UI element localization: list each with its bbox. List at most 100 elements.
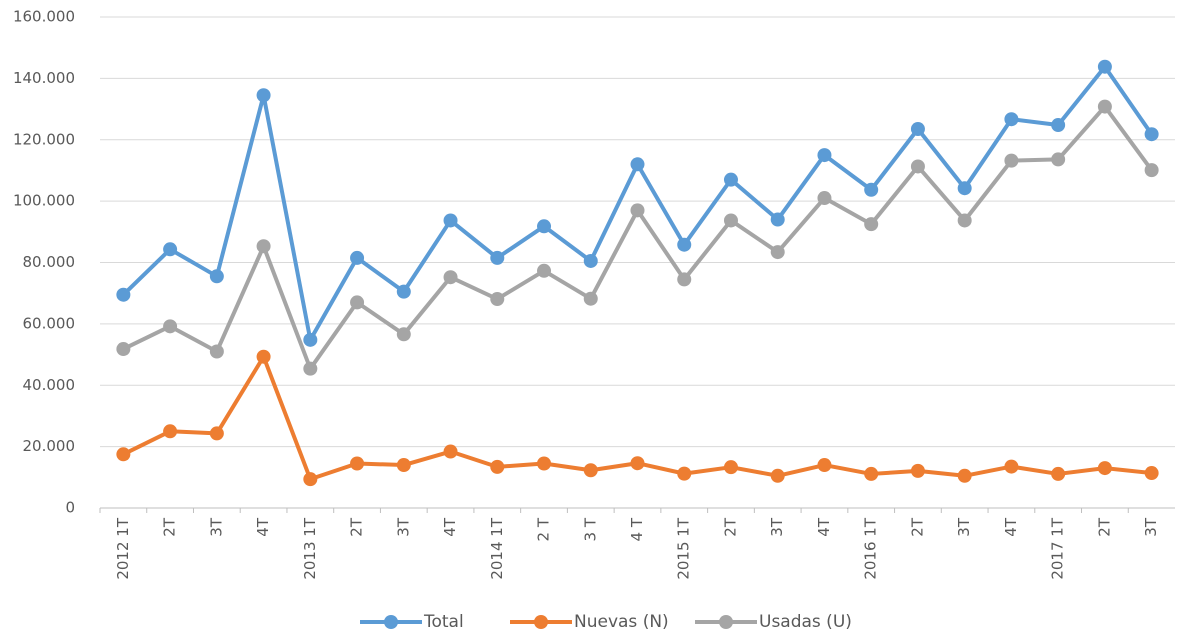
legend-label: Usadas (U) (759, 612, 852, 632)
data-point (1097, 59, 1112, 74)
data-point (116, 287, 131, 302)
x-tick-label: 2012 1T (114, 517, 132, 579)
data-point (1144, 127, 1159, 142)
x-tick-label: 2014 1T (488, 517, 506, 579)
data-point (490, 250, 505, 265)
data-point (817, 148, 832, 163)
data-point (1051, 118, 1066, 133)
data-point (116, 342, 131, 357)
data-point (910, 159, 925, 174)
x-tick-label: 2016 1T (862, 517, 880, 579)
data-point (396, 458, 411, 473)
data-point (303, 361, 318, 376)
data-point (1004, 153, 1019, 168)
data-point (537, 263, 552, 278)
data-point (163, 319, 178, 334)
data-point (1004, 459, 1019, 474)
data-point (537, 219, 552, 234)
data-point (1051, 152, 1066, 167)
data-point (537, 456, 552, 471)
data-point (1051, 466, 1066, 481)
data-point (583, 291, 598, 306)
x-tick-label: 4 T (628, 517, 646, 541)
y-tick-label: 120.000 (13, 130, 75, 148)
legend-label: Nuevas (N) (574, 612, 669, 632)
x-tick-label: 2T (908, 517, 926, 537)
x-tick-label: 2T (161, 517, 179, 537)
x-tick-label: 3T (1142, 517, 1160, 537)
x-tick-label: 2T (1095, 517, 1113, 537)
series-line (121, 64, 1154, 342)
x-tick-label: 2013 1T (301, 517, 319, 579)
data-point (1097, 99, 1112, 114)
data-point (490, 292, 505, 307)
data-point (303, 472, 318, 487)
data-point (443, 444, 458, 459)
data-point (864, 466, 879, 481)
data-point (443, 213, 458, 228)
x-tick-label: 4T (1002, 517, 1020, 537)
x-tick-label: 2 T (535, 517, 553, 541)
data-point (583, 253, 598, 268)
x-tick-label: 2015 1T (675, 517, 693, 579)
x-tick-label: 3T (768, 517, 786, 537)
y-tick-label: 160.000 (13, 8, 75, 26)
data-point (116, 447, 131, 462)
data-point (770, 468, 785, 483)
legend: Total Nuevas (N) Usadas (U) (360, 612, 852, 632)
y-tick-label: 20.000 (23, 437, 76, 455)
data-point (677, 237, 692, 252)
data-point (1097, 461, 1112, 476)
legend-label: Total (423, 612, 464, 632)
x-tick-label: 3T (955, 517, 973, 537)
data-point (163, 424, 178, 439)
data-point (817, 191, 832, 206)
data-point (490, 459, 505, 474)
data-point (677, 272, 692, 287)
x-tick-label: 2017 1T (1049, 517, 1067, 579)
data-point (209, 344, 224, 359)
data-point (583, 463, 598, 478)
data-point (770, 245, 785, 260)
data-point (817, 458, 832, 473)
data-point (396, 284, 411, 299)
data-point (957, 468, 972, 483)
x-tick-label: 3T (394, 517, 412, 537)
y-tick-label: 80.000 (23, 253, 76, 271)
data-point (630, 456, 645, 471)
x-tick-label: 4T (254, 517, 272, 537)
y-tick-label: 40.000 (23, 376, 76, 394)
data-point (350, 250, 365, 265)
data-point (677, 466, 692, 481)
legend-marker (719, 615, 733, 629)
y-tick-label: 0 (65, 499, 75, 517)
data-point (256, 349, 271, 364)
data-point (256, 239, 271, 254)
x-tick-label: 2T (348, 517, 366, 537)
data-point (303, 332, 318, 347)
series-line (122, 104, 1154, 371)
x-tick-label: 4T (441, 517, 459, 537)
data-point (396, 327, 411, 342)
data-point (770, 212, 785, 227)
data-point (630, 203, 645, 218)
data-point (1144, 163, 1159, 178)
data-point (209, 269, 224, 284)
y-tick-label: 60.000 (23, 314, 76, 332)
data-point (350, 295, 365, 310)
data-point (256, 88, 271, 103)
y-tick-label: 140.000 (13, 69, 75, 87)
data-point (1144, 466, 1159, 481)
data-point (1004, 112, 1019, 127)
data-point (864, 182, 879, 197)
data-point (864, 217, 879, 232)
data-point (910, 122, 925, 137)
data-point (630, 157, 645, 172)
legend-marker (384, 615, 398, 629)
data-point (443, 270, 458, 285)
y-tick-label: 100.000 (13, 192, 75, 210)
data-point (163, 242, 178, 257)
data-point (723, 460, 738, 475)
data-point (209, 426, 224, 441)
